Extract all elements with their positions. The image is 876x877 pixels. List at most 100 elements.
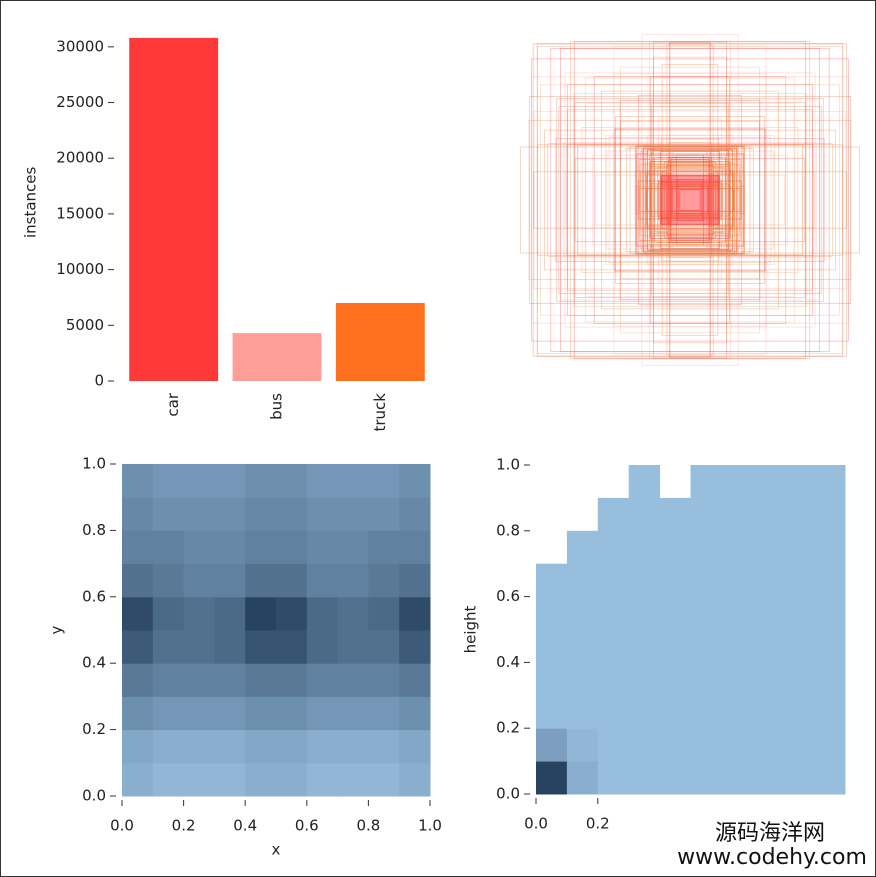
heat-cell (399, 563, 431, 598)
heat-cell (783, 596, 815, 630)
heat-cell (597, 497, 630, 532)
heat-cell (122, 630, 154, 664)
box-outline (641, 145, 739, 255)
heat-cell (566, 629, 599, 663)
heat-cell (597, 695, 630, 729)
heat-cell (214, 630, 246, 664)
box-outline (528, 120, 852, 280)
box-outline (608, 137, 772, 263)
x-tick-label: 0.0 (110, 817, 134, 835)
box-overlay (520, 34, 860, 366)
watermark: 源码海洋网 (715, 821, 825, 846)
heat-cell (306, 596, 339, 631)
heat-cell (368, 563, 400, 598)
heat-cell (721, 530, 753, 565)
heat-cell (628, 662, 661, 696)
heat-cell (814, 761, 846, 795)
box-outline (566, 143, 814, 257)
heat-cell (306, 696, 339, 731)
box-outline (560, 99, 820, 301)
heat-cell (783, 530, 815, 565)
heat-cell (814, 497, 846, 532)
heat-cell (566, 695, 599, 729)
heat-cell (337, 464, 369, 498)
box-outline (649, 161, 731, 239)
y-tick-label: 25000 (56, 93, 104, 111)
box-outline (556, 98, 824, 302)
heat-cell (368, 663, 400, 697)
x-tick-label: 1.0 (418, 817, 442, 835)
y-tick-label: 1.0 (82, 455, 106, 473)
box-outline (654, 157, 726, 243)
heat-cell (276, 696, 308, 731)
heat-cell (276, 630, 308, 664)
heat-cell (659, 497, 691, 532)
heat-cell (214, 696, 246, 731)
y-axis-label: height (462, 605, 480, 653)
box-outline (644, 155, 736, 245)
heat-cell (783, 629, 815, 663)
box-outline (620, 120, 760, 280)
box-outline (613, 45, 767, 355)
heat-cell (752, 695, 784, 729)
y-tick-label: 0.6 (496, 587, 520, 605)
heat-cell (659, 629, 691, 663)
heat-cell (690, 497, 722, 532)
heat-cell (122, 762, 154, 797)
box-outline (567, 109, 813, 291)
heat-cell (536, 629, 568, 663)
heat-cell (752, 662, 784, 696)
heat-cell (628, 530, 661, 565)
heat-cell (214, 530, 246, 565)
heat-cell (306, 563, 339, 598)
heat-cell (183, 663, 215, 697)
box-outline (613, 129, 767, 271)
box-outline (544, 129, 836, 271)
heat-cell (152, 596, 185, 631)
heat-cell (399, 464, 431, 498)
heat-cell (536, 728, 568, 762)
heat-cell (122, 596, 154, 631)
box-outline (601, 90, 779, 310)
heat-cell (183, 630, 215, 664)
heat-cell (337, 762, 369, 797)
heat-cell (659, 695, 691, 729)
heat-cell (536, 662, 568, 696)
box-outline (574, 41, 806, 359)
heat-cell (368, 696, 400, 731)
heat-cell (814, 728, 846, 762)
heat-cell (690, 695, 722, 729)
x-tick-label: 0.2 (586, 815, 610, 833)
box-outline (620, 66, 760, 334)
y-tick-label: 10000 (56, 260, 104, 278)
heat-cell (399, 530, 431, 565)
heat-cell (245, 464, 277, 498)
heat-cell (752, 728, 784, 762)
heat-cell (690, 662, 722, 696)
y-tick-label: 1.0 (496, 456, 520, 474)
heat-cell (368, 530, 400, 565)
heat-cell (721, 596, 753, 630)
heat-cell (814, 530, 846, 565)
heat-cell (122, 563, 154, 598)
y-tick-label: 0.4 (496, 653, 520, 671)
heat-cell (659, 761, 691, 795)
x-tick-label: bus (268, 393, 286, 420)
heat-cell (659, 728, 691, 762)
box-outline (532, 43, 848, 357)
heat-cell (752, 465, 784, 499)
heat-cell (214, 563, 246, 598)
heat-cell (245, 563, 277, 598)
heat-cell (214, 663, 246, 697)
box-outline (573, 92, 807, 308)
heat-cell (276, 663, 308, 697)
box-core (660, 175, 720, 225)
heat-cell (152, 630, 185, 664)
box-outline (563, 141, 817, 259)
box-outline (593, 76, 787, 324)
heat-cell (214, 762, 246, 797)
heat-cell (337, 596, 369, 631)
x-tick-label: 0.6 (295, 817, 319, 835)
y-axis-label: y (48, 625, 66, 634)
